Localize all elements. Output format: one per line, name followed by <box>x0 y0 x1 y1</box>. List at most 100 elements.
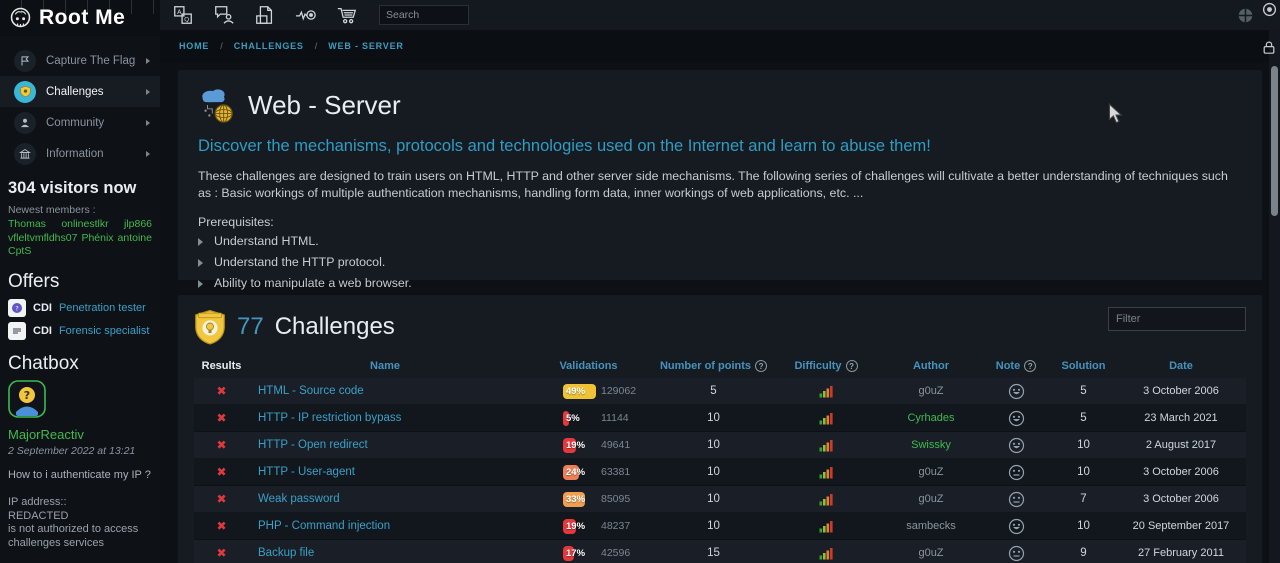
sidebar-item-capture-the-flag[interactable]: Capture The Flag <box>0 45 160 76</box>
solution-count[interactable]: 7 <box>1080 493 1087 505</box>
documents-icon <box>256 6 273 24</box>
forum-icon <box>215 6 234 24</box>
table-row[interactable]: ✖ PHP - Command injection 19% 48237 10 s… <box>194 513 1246 540</box>
lock-icon <box>1263 41 1275 54</box>
note-face-icon <box>1008 410 1024 426</box>
member-link[interactable]: onlinestlkr <box>61 218 109 230</box>
challenge-link[interactable]: HTTP - User-agent <box>258 466 355 478</box>
record-button[interactable] <box>1262 2 1277 20</box>
column-difficulty[interactable]: Difficulty <box>771 360 881 372</box>
challenge-link[interactable]: HTML - Source code <box>258 385 364 397</box>
sidebar-item-information[interactable]: Information <box>0 138 160 169</box>
sidebar-item-challenges[interactable]: Challenges <box>0 76 160 107</box>
language-button[interactable] <box>1237 7 1254 24</box>
validations-count: 11144 <box>601 412 629 424</box>
column-validations[interactable]: Validations <box>559 360 618 372</box>
breadcrumb-home[interactable]: HOME <box>179 41 210 51</box>
table-row[interactable]: ✖ Backup file 17% 42596 15 g0uZ 9 27 Feb… <box>194 540 1246 563</box>
member-link[interactable]: jlp866 <box>123 218 152 230</box>
challenge-link[interactable]: Weak password <box>258 493 340 505</box>
challenge-author[interactable]: g0uZ <box>918 385 944 397</box>
points-value: 10 <box>707 439 720 451</box>
help-icon[interactable] <box>845 360 858 372</box>
avatar[interactable]: ? <box>8 379 46 418</box>
challenge-author[interactable]: g0uZ <box>918 493 944 505</box>
prerequisite-item: Understand the HTTP protocol. <box>198 254 1242 271</box>
search-input[interactable] <box>379 5 469 25</box>
challenge-link[interactable]: PHP - Command injection <box>258 520 391 532</box>
solution-count[interactable]: 9 <box>1080 547 1087 559</box>
person-icon <box>14 111 36 134</box>
column-date[interactable]: Date <box>1169 360 1193 372</box>
qa-docs-button[interactable]: A Q <box>172 4 194 26</box>
difficulty-cell <box>771 438 881 452</box>
member-link[interactable]: CptS <box>8 245 32 257</box>
docs-button[interactable] <box>254 4 276 26</box>
activity-button[interactable] <box>295 4 317 26</box>
column-note[interactable]: Note <box>981 360 1051 372</box>
difficulty-bars-icon <box>819 386 833 398</box>
filter-input[interactable] <box>1108 307 1246 331</box>
solution-count[interactable]: 5 <box>1080 385 1087 397</box>
difficulty-cell <box>771 411 881 425</box>
challenge-link[interactable]: HTTP - Open redirect <box>258 439 368 451</box>
member-link[interactable]: antoine <box>117 231 152 244</box>
table-row[interactable]: ✖ HTTP - IP restriction bypass 5% 11144 … <box>194 405 1246 432</box>
challenge-count: 77 <box>237 313 264 340</box>
chat-username[interactable]: MajorReactiv <box>8 426 84 442</box>
column-points[interactable]: Number of points <box>656 360 771 372</box>
challenge-link[interactable]: HTTP - IP restriction bypass <box>258 412 402 424</box>
breadcrumb-current[interactable]: WEB - SERVER <box>328 41 404 51</box>
validation-badge: 33% <box>563 491 585 507</box>
table-row[interactable]: ✖ HTTP - User-agent 24% 63381 10 g0uZ 10… <box>194 459 1246 486</box>
offer-link[interactable]: Penetration tester <box>58 301 146 314</box>
column-author[interactable]: Author <box>912 360 950 372</box>
sidebar-item-label: Information <box>46 147 104 160</box>
member-link[interactable]: Thomas <box>8 218 46 230</box>
table-row[interactable]: ✖ HTTP - Open redirect 19% 49641 10 Swis… <box>194 432 1246 459</box>
challenges-panel: 77 Challenges Results Name Validations N… <box>178 295 1262 563</box>
solution-count[interactable]: 10 <box>1077 520 1090 532</box>
breadcrumb-challenges[interactable]: CHALLENGES <box>233 41 304 51</box>
not-validated-icon: ✖ <box>216 519 227 533</box>
difficulty-cell <box>771 465 881 479</box>
challenge-link[interactable]: Backup file <box>258 547 315 559</box>
challenge-author[interactable]: g0uZ <box>918 547 944 559</box>
prerequisite-item: Understand HTML. <box>198 233 1242 250</box>
record-icon <box>1262 2 1277 17</box>
column-name[interactable]: Name <box>370 360 400 372</box>
not-validated-icon: ✖ <box>216 384 227 398</box>
logo[interactable]: Root Me <box>0 0 160 36</box>
sidebar-item-community[interactable]: Community <box>0 107 160 138</box>
table-row[interactable]: ✖ HTML - Source code 49% 129062 5 g0uZ 5… <box>194 378 1246 405</box>
member-link[interactable]: Phénix <box>81 231 114 244</box>
forum-button[interactable] <box>213 4 235 26</box>
scrollbar-track[interactable] <box>1269 30 1280 563</box>
column-results[interactable]: Results <box>201 360 242 372</box>
solution-count[interactable]: 5 <box>1080 412 1087 424</box>
scrollbar-thumb[interactable] <box>1271 66 1278 216</box>
challenge-author[interactable]: Cyrhades <box>907 412 955 424</box>
activity-target-icon <box>295 10 316 21</box>
solution-count[interactable]: 10 <box>1077 439 1090 451</box>
challenge-date: 3 October 2006 <box>1143 385 1219 397</box>
member-link[interactable]: vfleltvmfldhs07 <box>8 231 78 244</box>
help-icon[interactable] <box>755 360 768 372</box>
challenge-author[interactable]: Swissky <box>911 439 951 451</box>
challenge-date: 2 August 2017 <box>1145 439 1217 451</box>
shop-button[interactable] <box>336 4 358 26</box>
help-icon[interactable] <box>1024 360 1037 372</box>
table-row[interactable]: ✖ Weak password 33% 85095 10 g0uZ 7 3 Oc… <box>194 486 1246 513</box>
challenge-author[interactable]: g0uZ <box>918 466 944 478</box>
points-value: 15 <box>707 547 720 559</box>
note-face-icon <box>1008 437 1024 453</box>
solution-count[interactable]: 10 <box>1077 466 1090 478</box>
not-validated-icon: ✖ <box>216 546 227 560</box>
challenge-author[interactable]: sambecks <box>906 520 956 532</box>
column-solution[interactable]: Solution <box>1061 360 1106 372</box>
offer-link[interactable]: Forensic specialist <box>58 324 150 337</box>
contract-type: CDI <box>33 301 52 314</box>
lock-button[interactable] <box>1262 40 1276 58</box>
validation-badge: 19% <box>563 518 585 534</box>
